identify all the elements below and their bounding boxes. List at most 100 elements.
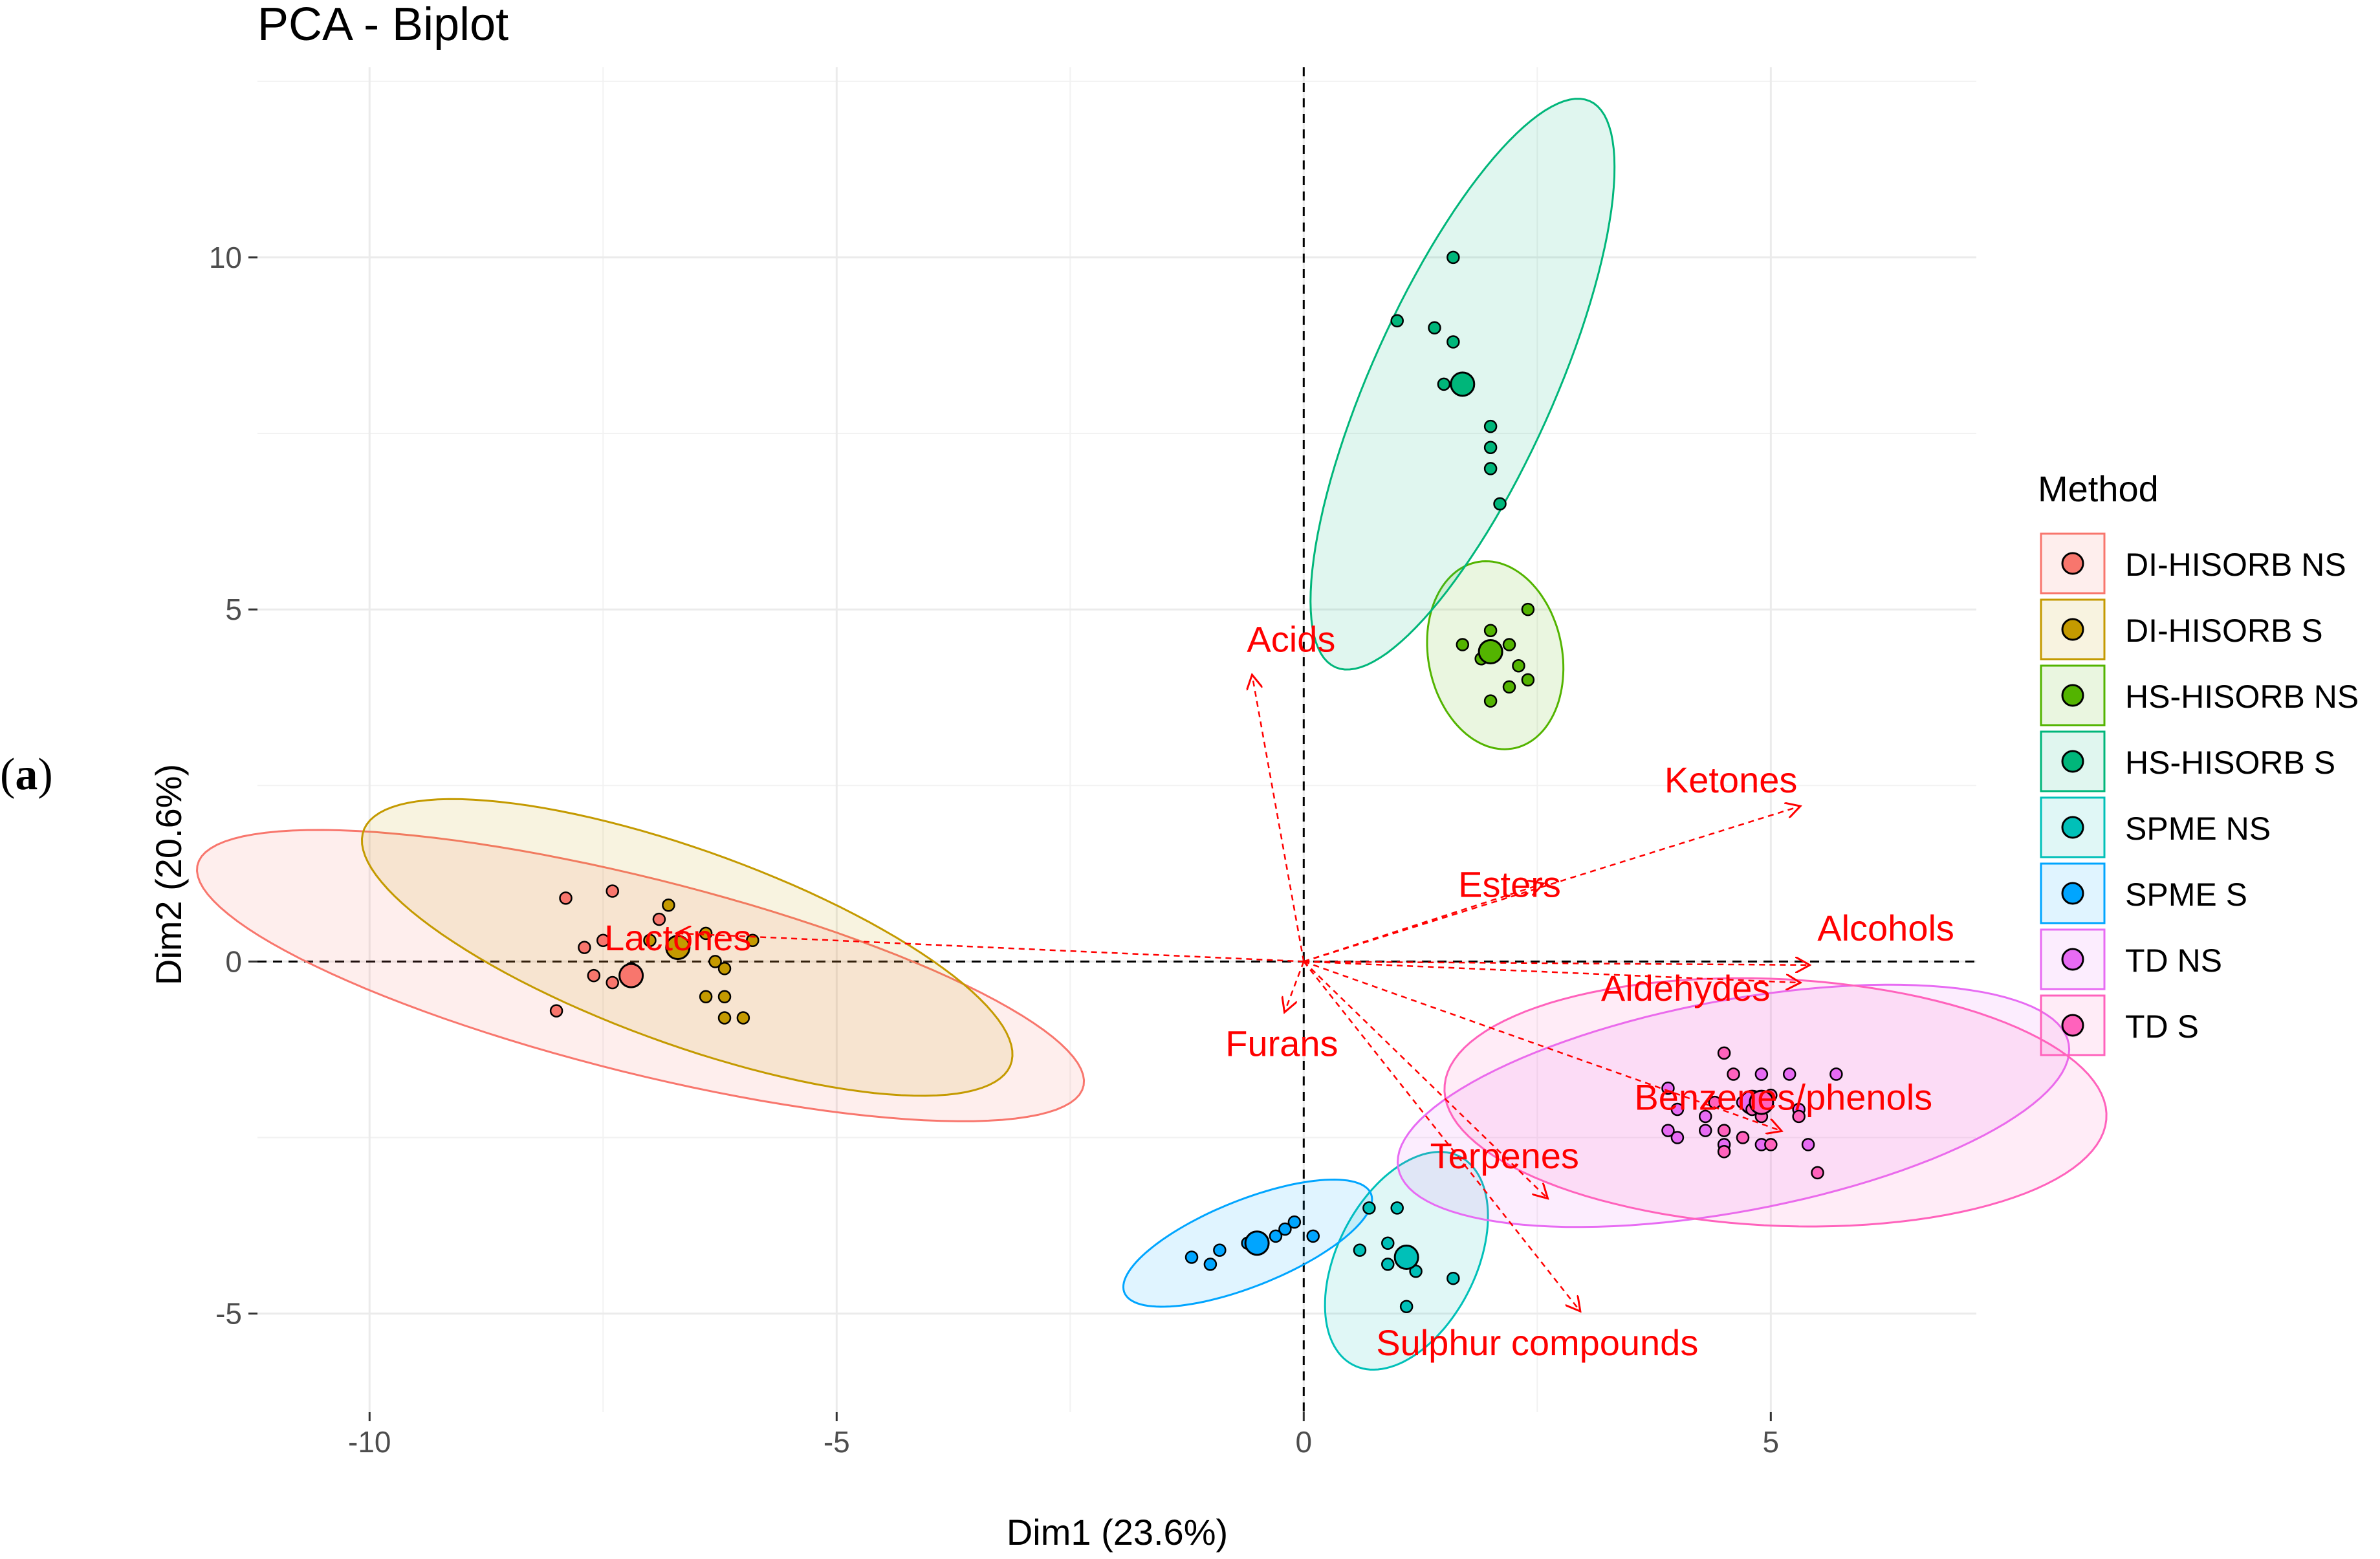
point-spme-s <box>1213 1243 1227 1257</box>
legend-label-di-hisorb-ns: DI-HISORB NS <box>2125 547 2346 583</box>
legend-label-td-ns: TD NS <box>2125 943 2222 979</box>
point-hs-hisorb-ns <box>1512 659 1525 673</box>
centroid-hs-hisorb-s <box>1450 371 1476 397</box>
centroid-td-s <box>1749 1089 1774 1115</box>
y-tick-label: -5 <box>215 1297 242 1331</box>
reference-lines <box>257 67 1976 1412</box>
point-hs-hisorb-ns <box>1521 602 1535 616</box>
label-alcohols: Alcohols <box>1817 908 1954 948</box>
point-spme-ns <box>1381 1236 1395 1250</box>
point-hs-hisorb-ns <box>1456 638 1470 651</box>
grid-lines <box>257 67 1976 1412</box>
point-di-hisorb-s <box>736 1011 750 1025</box>
label-sulphur-compounds: Sulphur compounds <box>1376 1322 1698 1363</box>
point-td-s <box>1792 1109 1806 1124</box>
point-spme-s <box>1287 1215 1302 1229</box>
point-td-ns <box>1754 1067 1769 1081</box>
point-hs-hisorb-ns <box>1483 694 1498 708</box>
axes: -10 -5 0 5 -5 0 5 10 <box>209 241 1779 1459</box>
label-benzenes-phenols: Benzenes/phenols <box>1634 1077 1932 1118</box>
label-aldehydes: Aldehydes <box>1601 968 1771 1008</box>
point-td-ns <box>1829 1067 1843 1081</box>
point-di-hisorb-ns <box>549 1004 563 1018</box>
point-td-ns <box>1801 1138 1815 1151</box>
point-di-hisorb-s <box>699 926 713 941</box>
y-tick-label: 0 <box>225 944 242 978</box>
label-ketones: Ketones <box>1665 759 1798 800</box>
point-hs-hisorb-ns <box>1483 624 1498 638</box>
x-tick-label: 0 <box>1296 1425 1313 1459</box>
legend-marker-spme-ns <box>2061 816 2084 839</box>
point-di-hisorb-s <box>717 962 732 976</box>
legend-marker-td-ns <box>2061 948 2084 971</box>
arrow-esters <box>1303 884 1542 963</box>
point-spme-s <box>1306 1229 1320 1243</box>
point-hs-hisorb-s <box>1493 497 1507 511</box>
label-terpenes: Terpenes <box>1430 1135 1579 1176</box>
point-td-s <box>1717 1124 1731 1137</box>
centroid-spme-s <box>1244 1230 1270 1256</box>
point-di-hisorb-ns <box>596 933 610 947</box>
legend-label-hs-hisorb-s: HS-HISORB S <box>2125 745 2335 781</box>
point-td-ns <box>1661 1082 1675 1095</box>
arrow-acids <box>1252 677 1305 962</box>
point-hs-hisorb-ns <box>1521 673 1535 687</box>
point-di-hisorb-ns <box>578 941 591 954</box>
arrow-furans <box>1285 961 1305 1010</box>
arrow-benzenes-phenols <box>1303 961 1780 1130</box>
centroid-spme-ns <box>1393 1245 1419 1270</box>
point-spme-ns <box>1353 1243 1367 1257</box>
legend-label-td-s: TD S <box>2125 1008 2199 1045</box>
confidence-ellipses <box>195 98 2108 1371</box>
x-tick-label: -5 <box>824 1425 850 1459</box>
point-hs-hisorb-s <box>1483 441 1498 455</box>
legend-marker-di-hisorb-ns <box>2061 552 2084 575</box>
legend-marker-spme-s <box>2061 882 2084 905</box>
arrow-sulphur-compounds <box>1303 961 1579 1310</box>
legend-label-spme-s: SPME S <box>2125 877 2247 913</box>
point-spme-s <box>1185 1250 1199 1264</box>
arrow-lactones <box>678 933 1304 963</box>
chart-title: PCA - Biplot <box>257 0 508 50</box>
legend-marker-hs-hisorb-s <box>2061 750 2084 773</box>
label-furans: Furans <box>1225 1023 1338 1064</box>
point-hs-hisorb-ns <box>1502 638 1516 651</box>
point-td-ns <box>1670 1102 1685 1117</box>
point-di-hisorb-s <box>699 990 713 1004</box>
point-spme-ns <box>1362 1201 1376 1215</box>
legend-marker-hs-hisorb-ns <box>2061 684 2084 707</box>
x-axis-title: Dim1 (23.6%) <box>1007 1512 1228 1553</box>
point-spme-s <box>1269 1229 1283 1243</box>
point-spme-s <box>1278 1222 1292 1236</box>
ellipse-td-ns <box>1396 983 2071 1228</box>
point-spme-s <box>1203 1258 1217 1271</box>
centroid-di-hisorb-ns <box>618 963 644 988</box>
label-lactones: Lactones <box>604 917 751 958</box>
x-tick-label: -10 <box>348 1425 391 1459</box>
point-spme-ns <box>1399 1300 1414 1313</box>
point-td-s <box>1727 1067 1740 1081</box>
point-td-ns <box>1670 1131 1685 1144</box>
centroid-hs-hisorb-ns <box>1478 638 1503 664</box>
point-di-hisorb-ns <box>652 912 666 926</box>
point-di-hisorb-s <box>708 955 722 968</box>
legend-label-hs-hisorb-ns: HS-HISORB NS <box>2125 679 2359 715</box>
point-di-hisorb-ns <box>606 884 619 898</box>
point-hs-hisorb-s <box>1437 377 1451 391</box>
point-di-hisorb-s <box>717 1011 732 1025</box>
point-td-s <box>1717 1145 1731 1159</box>
variable-arrows: Acids Ketones Esters Alcohols Aldehydes Benze… <box>604 619 1954 1364</box>
x-tick-label: 5 <box>1763 1425 1780 1459</box>
panel-label: (a) <box>0 750 53 800</box>
point-di-hisorb-s <box>643 933 657 947</box>
label-esters: Esters <box>1458 864 1561 905</box>
point-td-s <box>1811 1166 1824 1180</box>
point-spme-ns <box>1447 1271 1460 1285</box>
legend: Method DI-HISORB NS DI-HISORB S HS-HISORB N… <box>2038 468 2359 1056</box>
point-di-hisorb-ns <box>587 968 601 983</box>
legend-label-di-hisorb-s: DI-HISORB S <box>2125 613 2323 649</box>
point-td-s <box>1717 1046 1731 1060</box>
y-axis-title: Dim2 (20.6%) <box>148 764 189 985</box>
point-hs-hisorb-s <box>1483 419 1498 433</box>
point-hs-hisorb-s <box>1483 462 1498 475</box>
